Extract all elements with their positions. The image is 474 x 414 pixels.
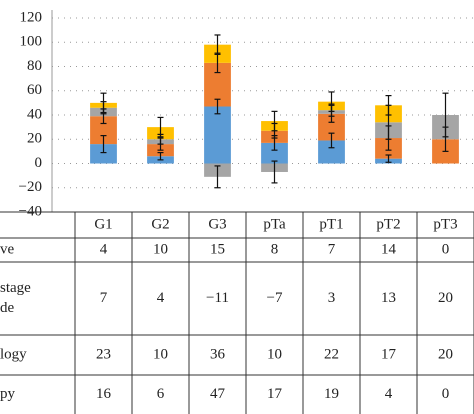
y-tick-label: 100 (20, 34, 43, 50)
y-tick-label: 40 (27, 106, 42, 122)
error-bar (271, 160, 278, 184)
table-cell: 4 (157, 290, 165, 306)
table-cell: 13 (381, 290, 396, 306)
error-bar (100, 135, 107, 154)
y-tick-label: 80 (27, 58, 42, 74)
table-cell: 15 (210, 241, 225, 257)
y-tick-label: 60 (27, 82, 42, 98)
table-cell: −11 (206, 290, 229, 306)
x-tick-label: G3 (208, 216, 226, 232)
row-label: py (0, 386, 16, 402)
table-cell: 4 (100, 241, 108, 257)
table-cell: 47 (210, 386, 226, 402)
table-cell: 17 (381, 346, 397, 362)
error-bar (100, 92, 107, 114)
row-label: ve (0, 241, 15, 257)
x-tick-label: pT2 (376, 216, 400, 232)
y-tick-label: 0 (35, 155, 43, 171)
table-cell: 0 (442, 386, 450, 402)
table-cell: 17 (267, 386, 283, 402)
table-cell: 6 (157, 386, 165, 402)
row-label: stage (0, 280, 31, 296)
error-bar (328, 91, 335, 112)
table-cell: −7 (267, 290, 283, 306)
x-tick-label: pTa (263, 216, 286, 232)
bar-segment (261, 142, 288, 164)
row-label: logy (0, 346, 27, 362)
bar-segment (318, 140, 345, 164)
table-cell: 3 (328, 290, 336, 306)
table-cell: 20 (438, 346, 453, 362)
bar-segment (90, 144, 117, 164)
table-cell: 23 (96, 346, 111, 362)
y-tick-label: 20 (27, 131, 42, 147)
table-cell: 16 (96, 386, 112, 402)
y-tick-label: −40 (19, 203, 42, 219)
table-cell: 7 (100, 290, 108, 306)
x-tick-label: G1 (94, 216, 112, 232)
table-cell: 10 (153, 241, 168, 257)
table-cell: 8 (271, 241, 279, 257)
error-bar (385, 94, 392, 116)
error-bar (157, 151, 164, 161)
table-cell: 10 (267, 346, 282, 362)
table-cell: 22 (324, 346, 339, 362)
error-bar (214, 34, 221, 55)
error-bar (385, 154, 392, 163)
error-bar (442, 92, 449, 138)
table-cell: 19 (324, 386, 339, 402)
bar-segment (204, 106, 231, 164)
table-cell: 10 (153, 346, 168, 362)
x-tick-label: G2 (151, 216, 169, 232)
table-cell: 7 (328, 241, 336, 257)
table-cell: 14 (381, 241, 397, 257)
row-label: de (0, 300, 15, 316)
table-cell: 4 (385, 386, 393, 402)
y-tick-label: 120 (20, 9, 43, 25)
y-tick-label: −20 (19, 179, 42, 195)
error-bar (214, 165, 221, 189)
table-cell: 20 (438, 290, 453, 306)
error-bar (214, 98, 221, 115)
x-tick-label: pT1 (319, 216, 343, 232)
error-bar (271, 110, 278, 132)
error-bar (157, 116, 164, 138)
x-tick-label: pT3 (433, 216, 457, 232)
table-cell: 36 (210, 346, 226, 362)
error-bar (328, 132, 335, 149)
table-cell: 0 (442, 241, 450, 257)
